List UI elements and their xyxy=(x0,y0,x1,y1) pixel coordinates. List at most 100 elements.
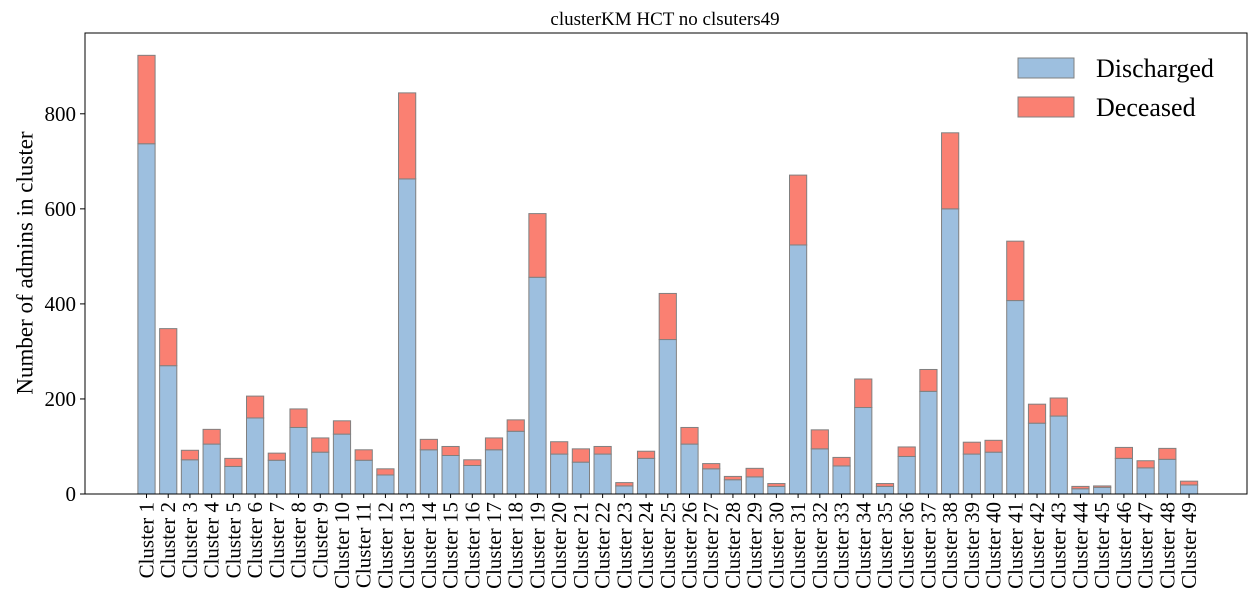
legend-swatch-deceased xyxy=(1017,96,1075,118)
bar-deceased-3 xyxy=(180,449,200,461)
bar-deceased-24 xyxy=(636,450,656,459)
x-tick-label: Cluster 37 xyxy=(916,502,940,589)
bar-deceased-34 xyxy=(854,378,873,409)
bar-deceased-6 xyxy=(246,395,265,419)
x-tick-label: Cluster 20 xyxy=(547,502,571,589)
bar-discharged-13 xyxy=(398,178,417,495)
bar-deceased-17 xyxy=(484,437,504,451)
bar-deceased-18 xyxy=(506,419,525,432)
x-tick-label: Cluster 49 xyxy=(1177,502,1201,589)
x-tick-label: Cluster 29 xyxy=(743,502,767,589)
x-tick-label: Cluster 33 xyxy=(830,502,854,589)
bar-deceased-45 xyxy=(1093,485,1112,488)
bar-discharged-48 xyxy=(1158,458,1177,495)
x-tick-label: Cluster 2 xyxy=(156,502,180,578)
x-tick-label: Cluster 39 xyxy=(960,502,984,589)
bar-discharged-18 xyxy=(506,430,525,495)
bar-discharged-9 xyxy=(311,451,330,495)
x-tick-label: Cluster 30 xyxy=(764,502,788,589)
bar-discharged-28 xyxy=(723,479,743,495)
bar-discharged-23 xyxy=(615,485,634,495)
bar-discharged-8 xyxy=(289,426,308,495)
bar-discharged-22 xyxy=(593,453,612,495)
bar-deceased-30 xyxy=(767,483,786,487)
bar-discharged-17 xyxy=(484,449,504,495)
bar-discharged-16 xyxy=(463,464,482,495)
x-tick-label: Cluster 34 xyxy=(851,502,875,589)
x-tick-label: Cluster 35 xyxy=(873,502,897,589)
x-tick-label: Cluster 8 xyxy=(287,502,311,578)
legend-label-discharged: Discharged xyxy=(1096,54,1214,83)
bar-deceased-7 xyxy=(267,452,286,461)
x-tick-label: Cluster 21 xyxy=(569,502,593,589)
bar-deceased-33 xyxy=(832,456,851,467)
bar-discharged-27 xyxy=(702,468,721,495)
bar-deceased-43 xyxy=(1049,397,1068,417)
x-tick-label: Cluster 4 xyxy=(200,502,224,579)
bar-deceased-2 xyxy=(159,328,178,367)
bar-discharged-25 xyxy=(658,339,677,495)
bar-deceased-22 xyxy=(593,445,612,455)
bar-discharged-10 xyxy=(332,433,352,495)
y-tick-label: 800 xyxy=(45,102,77,126)
x-tick-label: Cluster 31 xyxy=(786,502,810,589)
bar-deceased-29 xyxy=(745,467,764,478)
bar-discharged-38 xyxy=(941,208,960,495)
y-axis: 0 200 400 600 800 xyxy=(45,102,85,506)
x-tick-label: Cluster 48 xyxy=(1155,502,1179,589)
bar-deceased-42 xyxy=(1027,403,1047,424)
bar-deceased-48 xyxy=(1158,447,1177,460)
x-tick-label: Cluster 24 xyxy=(634,502,658,589)
bar-deceased-8 xyxy=(289,408,308,428)
bar-discharged-45 xyxy=(1093,486,1112,495)
bar-deceased-49 xyxy=(1179,480,1199,486)
bar-deceased-20 xyxy=(550,441,569,455)
bar-deceased-13 xyxy=(398,92,417,180)
bar-discharged-39 xyxy=(962,453,981,495)
bar-discharged-6 xyxy=(246,417,265,495)
x-tick-label: Cluster 41 xyxy=(1003,502,1027,589)
bar-discharged-3 xyxy=(180,459,200,495)
x-tick-label: Cluster 23 xyxy=(612,502,636,589)
bar-deceased-25 xyxy=(658,292,677,341)
bar-discharged-42 xyxy=(1027,422,1047,495)
bar-deceased-26 xyxy=(680,426,699,445)
bars-layer xyxy=(137,54,1199,495)
bar-discharged-21 xyxy=(571,461,590,495)
x-tick-label: Cluster 1 xyxy=(135,502,159,578)
bar-deceased-23 xyxy=(615,482,634,487)
bar-deceased-10 xyxy=(332,420,352,435)
bar-deceased-14 xyxy=(419,438,438,451)
x-tick-label: Cluster 6 xyxy=(243,502,267,578)
bar-discharged-24 xyxy=(636,457,656,495)
bar-deceased-28 xyxy=(723,475,743,481)
x-tick-label: Cluster 12 xyxy=(373,502,397,589)
bar-discharged-29 xyxy=(745,476,764,495)
bar-discharged-31 xyxy=(789,244,808,495)
x-tick-label: Cluster 36 xyxy=(895,502,919,589)
x-tick-label: Cluster 3 xyxy=(178,502,202,578)
x-tick-label: Cluster 25 xyxy=(656,502,680,589)
x-tick-label: Cluster 17 xyxy=(482,502,506,589)
bar-deceased-36 xyxy=(897,446,916,457)
bar-discharged-5 xyxy=(224,465,243,495)
bar-deceased-40 xyxy=(984,439,1003,453)
bar-discharged-11 xyxy=(354,459,373,495)
x-tick-label: Cluster 16 xyxy=(460,502,484,589)
bar-discharged-46 xyxy=(1114,457,1134,495)
x-tick-label: Cluster 14 xyxy=(417,502,441,589)
bar-deceased-47 xyxy=(1136,460,1155,469)
bar-deceased-5 xyxy=(224,457,243,467)
bar-discharged-1 xyxy=(137,143,156,495)
bar-deceased-35 xyxy=(875,483,895,487)
x-tick-label: Cluster 47 xyxy=(1134,502,1158,589)
y-tick-label: 600 xyxy=(45,197,77,221)
bar-discharged-41 xyxy=(1006,300,1025,495)
bar-discharged-43 xyxy=(1049,415,1068,495)
legend-swatch-discharged xyxy=(1017,57,1075,79)
x-tick-label: Cluster 43 xyxy=(1047,502,1071,589)
bar-deceased-4 xyxy=(202,428,221,445)
bar-discharged-19 xyxy=(528,276,547,495)
